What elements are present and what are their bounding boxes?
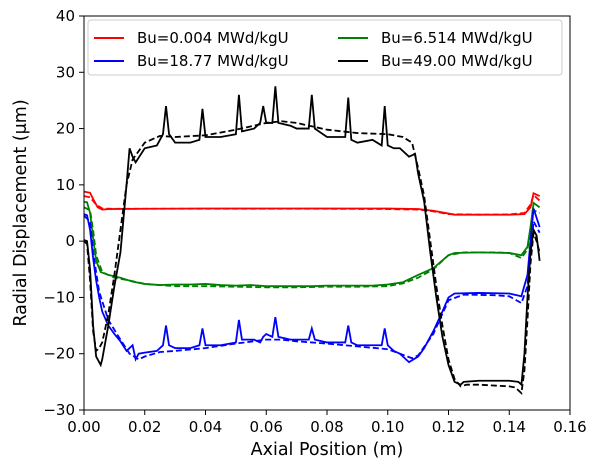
legend-entry-label: Bu=0.004 MWd/kgU [137, 29, 289, 47]
y-tick-label: 20 [56, 120, 75, 138]
series-0-solid-line [84, 190, 541, 216]
y-tick-label: 40 [56, 7, 75, 25]
legend-entry-label: Bu=49.00 MWd/kgU [381, 52, 533, 70]
series-3-solid-line [84, 86, 541, 387]
x-tick-label: 0.02 [128, 418, 161, 436]
x-axis-ticks: 0.00 0.02 0.04 0.06 0.08 0.10 0.12 0.14 0.16 [67, 410, 587, 436]
y-tick-label: −10 [43, 288, 75, 306]
x-tick-label: 0.16 [553, 418, 586, 436]
legend-entry-label: Bu=18.77 MWd/kgU [137, 52, 289, 70]
y-axis-ticks: −30 −20 −10 0 10 20 30 40 [43, 7, 84, 419]
y-axis-label: Radial Displacement (μm) [11, 99, 31, 326]
plot-lines [84, 86, 541, 395]
series-3-dashed-line [84, 120, 541, 395]
legend: Bu=0.004 MWd/kgU Bu=6.514 MWd/kgU Bu=18.77… [87, 19, 563, 76]
x-tick-label: 0.12 [432, 418, 465, 436]
series-2-solid-line [84, 208, 541, 364]
x-tick-label: 0.00 [67, 418, 100, 436]
x-tick-label: 0.14 [493, 418, 526, 436]
x-axis-label: Axial Position (m) [251, 440, 404, 460]
x-tick-label: 0.06 [250, 418, 283, 436]
y-tick-label: 10 [56, 176, 75, 194]
y-tick-label: −30 [43, 401, 75, 419]
y-tick-label: 0 [65, 232, 75, 250]
x-tick-label: 0.10 [371, 418, 404, 436]
x-tick-label: 0.04 [189, 418, 222, 436]
legend-box [87, 19, 563, 76]
y-tick-label: −20 [43, 345, 75, 363]
legend-entry-label: Bu=6.514 MWd/kgU [381, 29, 533, 47]
series-2-dashed-line [84, 215, 541, 361]
y-tick-label: 30 [56, 63, 75, 81]
x-tick-label: 0.08 [310, 418, 343, 436]
series-1-solid-line [84, 200, 541, 288]
